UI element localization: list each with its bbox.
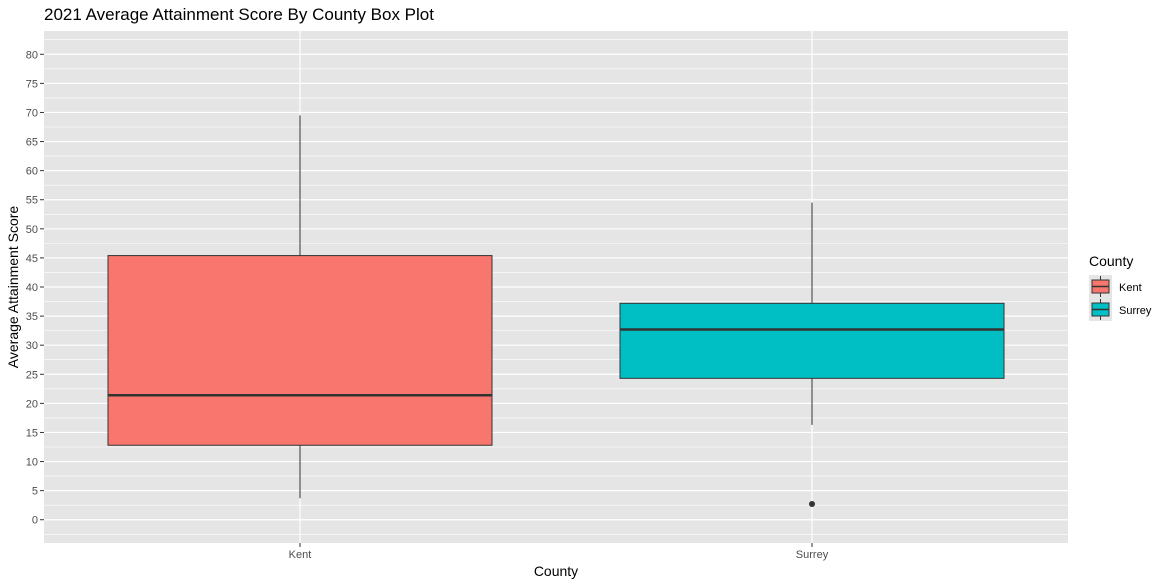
y-tick-label: 30 (26, 340, 38, 352)
y-tick-label: 0 (32, 515, 38, 527)
chart-title: 2021 Average Attainment Score By County … (44, 5, 434, 24)
y-axis-title: Average Attainment Score (5, 206, 21, 369)
y-tick-label: 25 (26, 369, 38, 381)
box-surrey (619, 202, 1005, 508)
y-tick-label: 10 (26, 457, 38, 469)
legend: County Kent Surrey (1089, 253, 1152, 321)
y-tick-label: 65 (26, 137, 38, 149)
legend-title: County (1089, 253, 1133, 269)
y-tick-label: 50 (26, 224, 38, 236)
box-series (107, 115, 1005, 508)
y-tick-label: 75 (26, 78, 38, 90)
legend-label: Surrey (1119, 305, 1152, 317)
y-tick-label: 15 (26, 427, 38, 439)
y-tick-label: 20 (26, 398, 38, 410)
x-tick-label: Kent (289, 549, 312, 561)
x-axis-title: County (534, 563, 578, 579)
y-tick-label: 45 (26, 253, 38, 265)
y-tick-label: 40 (26, 282, 38, 294)
y-tick-label: 55 (26, 195, 38, 207)
outlier-point (809, 501, 815, 508)
y-tick-label: 5 (32, 486, 38, 498)
y-tick-label: 60 (26, 166, 38, 178)
box-body (619, 302, 1005, 379)
y-tick-label: 80 (26, 49, 38, 61)
legend-key-kent (1089, 275, 1112, 298)
legend-label: Kent (1119, 282, 1142, 294)
box-kent (107, 115, 493, 499)
y-axis: 0 5 10 15 20 25 30 35 40 45 50 55 60 65 70 75 80 (26, 49, 44, 527)
x-axis: Kent Surrey (289, 543, 829, 561)
x-tick-label: Surrey (796, 549, 829, 561)
box-body (107, 255, 493, 446)
y-tick-label: 35 (26, 311, 38, 323)
y-tick-label: 70 (26, 107, 38, 119)
legend-key-surrey (1089, 298, 1112, 321)
